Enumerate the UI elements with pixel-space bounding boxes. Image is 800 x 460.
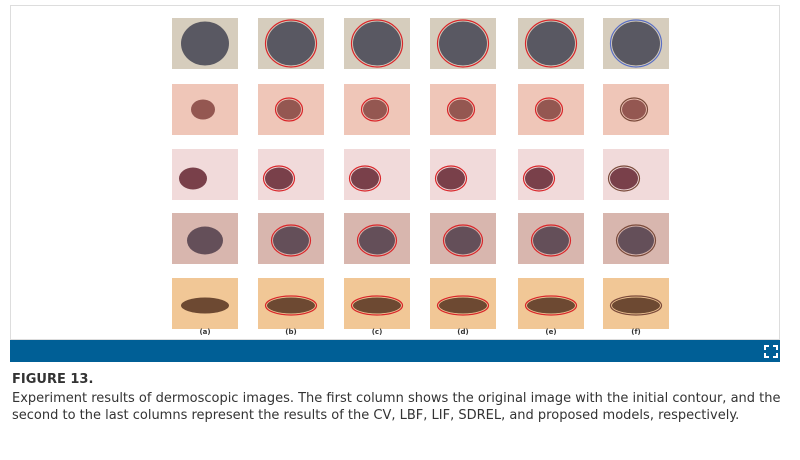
column-label: (a) [199, 328, 210, 336]
dermoscopic-image [518, 18, 584, 69]
lesion [181, 297, 229, 314]
contour [360, 97, 390, 122]
dermoscopic-image [430, 213, 496, 264]
contour [619, 97, 649, 122]
dermoscopic-image [172, 278, 238, 329]
contour [609, 295, 663, 316]
lesion [179, 167, 207, 190]
image-grid: (a) (b) (c) (d) (e) (f) [172, 18, 669, 336]
lesion [612, 21, 660, 66]
lesion [267, 297, 315, 314]
lesion [363, 99, 387, 120]
lesion [439, 297, 487, 314]
column-label: (f) [631, 328, 640, 336]
lesion [533, 226, 569, 255]
dermoscopic-image [603, 278, 669, 329]
contour [615, 224, 657, 257]
dermoscopic-image [258, 149, 324, 200]
contour [350, 19, 404, 68]
lesion [618, 226, 654, 255]
contour [442, 224, 484, 257]
dermoscopic-image [344, 18, 410, 69]
lesion [267, 21, 315, 66]
contour [534, 97, 564, 122]
dermoscopic-image [344, 213, 410, 264]
lesion [527, 21, 575, 66]
lesion [622, 99, 646, 120]
lesion [612, 297, 660, 314]
expand-icon[interactable] [764, 345, 778, 358]
dermoscopic-image [430, 149, 496, 200]
figure-label: FIGURE 13. [12, 372, 94, 387]
contour [274, 97, 304, 122]
dermoscopic-image [603, 149, 669, 200]
contour [524, 19, 578, 68]
dermoscopic-image [258, 84, 324, 135]
dermoscopic-image [172, 18, 238, 69]
dermoscopic-image [172, 213, 238, 264]
contour [436, 19, 490, 68]
lesion [353, 21, 401, 66]
lesion [537, 99, 561, 120]
dermoscopic-image [258, 18, 324, 69]
contour [524, 295, 578, 316]
lesion [445, 226, 481, 255]
dermoscopic-image [172, 149, 238, 200]
contour [348, 165, 382, 192]
contour [609, 19, 663, 68]
dermoscopic-image [430, 84, 496, 135]
contour [264, 19, 318, 68]
column-label: (d) [457, 328, 468, 336]
contour [264, 295, 318, 316]
figure-caption: Experiment results of dermoscopic images… [12, 391, 781, 423]
lesion [181, 21, 229, 66]
column-label: (b) [285, 328, 296, 336]
dermoscopic-image [518, 278, 584, 329]
contour [436, 295, 490, 316]
lesion [610, 167, 638, 190]
contour [607, 165, 641, 192]
contour [522, 165, 556, 192]
figure-toolbar [10, 340, 780, 362]
dermoscopic-image [518, 149, 584, 200]
dermoscopic-image [518, 213, 584, 264]
lesion [273, 226, 309, 255]
contour [356, 224, 398, 257]
lesion [525, 167, 553, 190]
contour [270, 224, 312, 257]
lesion [277, 99, 301, 120]
contour [262, 165, 296, 192]
lesion [191, 99, 215, 120]
column-label: (c) [372, 328, 383, 336]
dermoscopic-image [603, 18, 669, 69]
dermoscopic-image [258, 213, 324, 264]
lesion [439, 21, 487, 66]
dermoscopic-image [344, 278, 410, 329]
dermoscopic-image [344, 149, 410, 200]
contour [434, 165, 468, 192]
toolbar-icons [764, 345, 778, 358]
column-label: (e) [545, 328, 556, 336]
dermoscopic-image [430, 18, 496, 69]
dermoscopic-image [603, 84, 669, 135]
dermoscopic-image [430, 278, 496, 329]
lesion [359, 226, 395, 255]
contour [446, 97, 476, 122]
dermoscopic-image [172, 84, 238, 135]
figure-frame: (a) (b) (c) (d) (e) (f) [10, 5, 780, 340]
contour [530, 224, 572, 257]
lesion [265, 167, 293, 190]
dermoscopic-image [344, 84, 410, 135]
lesion [449, 99, 473, 120]
dermoscopic-image [603, 213, 669, 264]
lesion [187, 226, 223, 255]
contour [350, 295, 404, 316]
dermoscopic-image [518, 84, 584, 135]
dermoscopic-image [258, 278, 324, 329]
lesion [437, 167, 465, 190]
lesion [353, 297, 401, 314]
lesion [527, 297, 575, 314]
lesion [351, 167, 379, 190]
